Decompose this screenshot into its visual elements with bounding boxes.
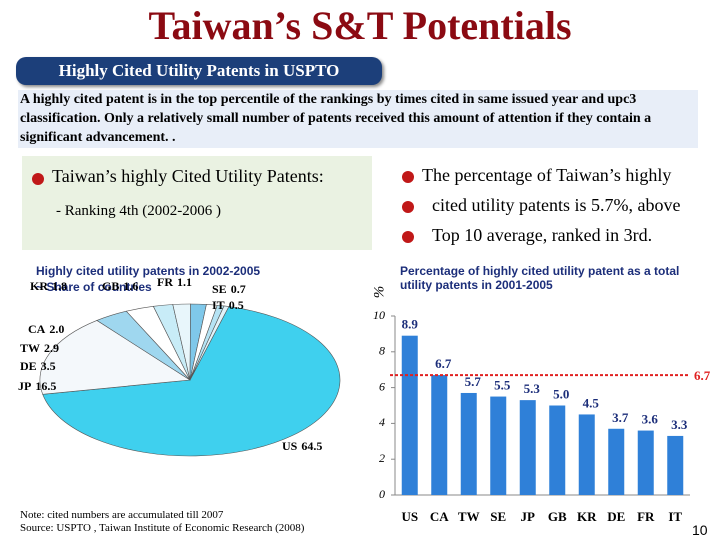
pie-label: KR 1.8 [30, 279, 67, 293]
pie-value: 16.5 [35, 379, 56, 393]
bullet-text: cited utility patents is 5.7%, above [432, 195, 681, 215]
pie-value: 64.5 [301, 439, 322, 453]
x-tick-label: GB [548, 509, 567, 524]
x-tick-label: KR [577, 509, 597, 524]
pie-value: 0.5 [229, 298, 244, 312]
bar [490, 396, 507, 495]
pie-value: 3.5 [41, 359, 56, 373]
value-label: 6.7 [435, 356, 452, 371]
y-tick-label: 4 [379, 415, 385, 429]
pie-label: DE 3.5 [20, 359, 56, 373]
summary-box [22, 156, 372, 250]
bar [549, 405, 566, 495]
pie-category: FR [157, 275, 173, 289]
x-tick-label: US [401, 509, 418, 524]
pie-category: SE [212, 282, 227, 296]
summary-detail: - Ranking 4th (2002-2006 ) [56, 203, 221, 219]
x-tick-label: CA [430, 509, 449, 524]
pie-slice [39, 320, 191, 395]
chart-title: Highly cited utility patents in 2002-200… [36, 264, 261, 278]
slide-title: Taiwan’s S&T Potentials [148, 3, 572, 48]
note: Note: cited numbers are accumulated till… [20, 509, 224, 521]
bar [460, 392, 477, 495]
bullet-text: The percentage of Taiwan’s highly [422, 165, 672, 185]
bar [401, 335, 418, 495]
pie-label: IT 0.5 [212, 298, 244, 312]
pie-category: US [282, 439, 298, 453]
y-tick-label: 10 [373, 308, 385, 322]
x-tick-label: FR [637, 509, 655, 524]
bar [637, 430, 654, 495]
pie-label: JP 16.5 [18, 379, 56, 393]
value-label: 3.6 [642, 412, 659, 427]
x-tick-label: SE [490, 509, 506, 524]
value-label: 4.5 [583, 395, 600, 410]
pie-category: CA [28, 322, 46, 336]
pie-value: 2.0 [49, 322, 64, 336]
bar [519, 400, 536, 495]
x-tick-label: DE [607, 509, 625, 524]
x-tick-label: TW [458, 509, 480, 524]
pie-label: SE 0.7 [212, 282, 246, 296]
pie-value: 2.9 [44, 341, 59, 355]
chart-title: Percentage of highly cited utility paten… [400, 264, 680, 292]
value-label: 5.0 [553, 386, 569, 401]
value-label: 8.9 [402, 317, 419, 332]
y-tick-label: 2 [379, 451, 385, 465]
y-axis-label: % [371, 286, 387, 299]
summary-heading: Taiwan’s highly Cited Utility Patents: [52, 166, 324, 186]
y-tick-label: 6 [379, 379, 385, 393]
pie-value: 1.6 [123, 279, 138, 293]
bullet [32, 173, 44, 185]
x-tick-label: JP [521, 509, 536, 524]
reference-label: 6.7 [694, 368, 711, 383]
pie-label: US 64.5 [282, 439, 322, 453]
pie-slice [42, 306, 341, 457]
y-tick-label: 8 [379, 344, 385, 358]
value-label: 5.3 [524, 381, 541, 396]
bar [578, 414, 595, 495]
pie-category: TW [20, 341, 40, 355]
pie-label: GB 1.6 [102, 279, 138, 293]
pie-value: 1.8 [52, 279, 67, 293]
value-label: 3.3 [671, 417, 688, 432]
pie-slice [189, 305, 230, 381]
value-label: 3.7 [612, 410, 629, 425]
bullet [402, 231, 414, 243]
bar [431, 375, 448, 495]
pie-value: 0.7 [231, 282, 246, 296]
pie-category: DE [20, 359, 37, 373]
section-tab: Highly Cited Utility Patents in USPTO [16, 57, 382, 85]
bar [608, 428, 625, 495]
bullet [402, 171, 414, 183]
pie-category: KR [30, 279, 48, 293]
pie-category: GB [102, 279, 119, 293]
chart-subtitle: ~ Share of countries [36, 280, 152, 294]
bar [667, 435, 684, 495]
pie-label: TW 2.9 [20, 341, 59, 355]
description: A highly cited patent is in the top perc… [18, 90, 698, 148]
x-tick-label: IT [668, 509, 682, 524]
pie-value: 1.1 [177, 275, 192, 289]
bullet [402, 201, 414, 213]
value-label: 5.7 [465, 374, 482, 389]
pie-category: IT [212, 298, 225, 312]
pie-label: CA 2.0 [28, 322, 64, 336]
note: Source: USPTO , Taiwan Institute of Econ… [20, 522, 305, 534]
y-tick-label: 0 [379, 487, 385, 501]
bullet-text: Top 10 average, ranked in 3rd. [432, 225, 653, 245]
value-label: 5.5 [494, 378, 511, 393]
pie-label: FR 1.1 [157, 275, 192, 289]
pie-category: JP [18, 379, 31, 393]
page-number: 10 [692, 522, 708, 538]
